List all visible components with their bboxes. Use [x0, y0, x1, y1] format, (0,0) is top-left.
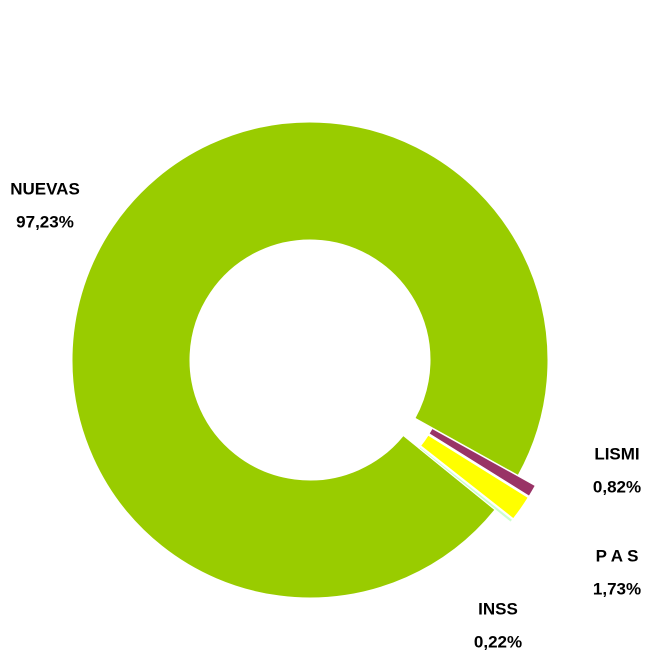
slice-value-label: 97,23% [16, 212, 74, 231]
slice-label: NUEVAS [10, 179, 80, 198]
slice-value-label: 0,22% [474, 632, 522, 651]
slice-value-label: 0,82% [593, 477, 641, 496]
donut-slice [418, 445, 514, 523]
slice-label: P A S [596, 546, 639, 565]
slice-label: INSS [478, 599, 518, 618]
donut-slice [428, 427, 537, 497]
donut-slice [71, 121, 549, 599]
slice-label: LISMI [594, 444, 639, 463]
slice-value-label: 1,73% [593, 579, 641, 598]
donut-slice [419, 434, 529, 520]
